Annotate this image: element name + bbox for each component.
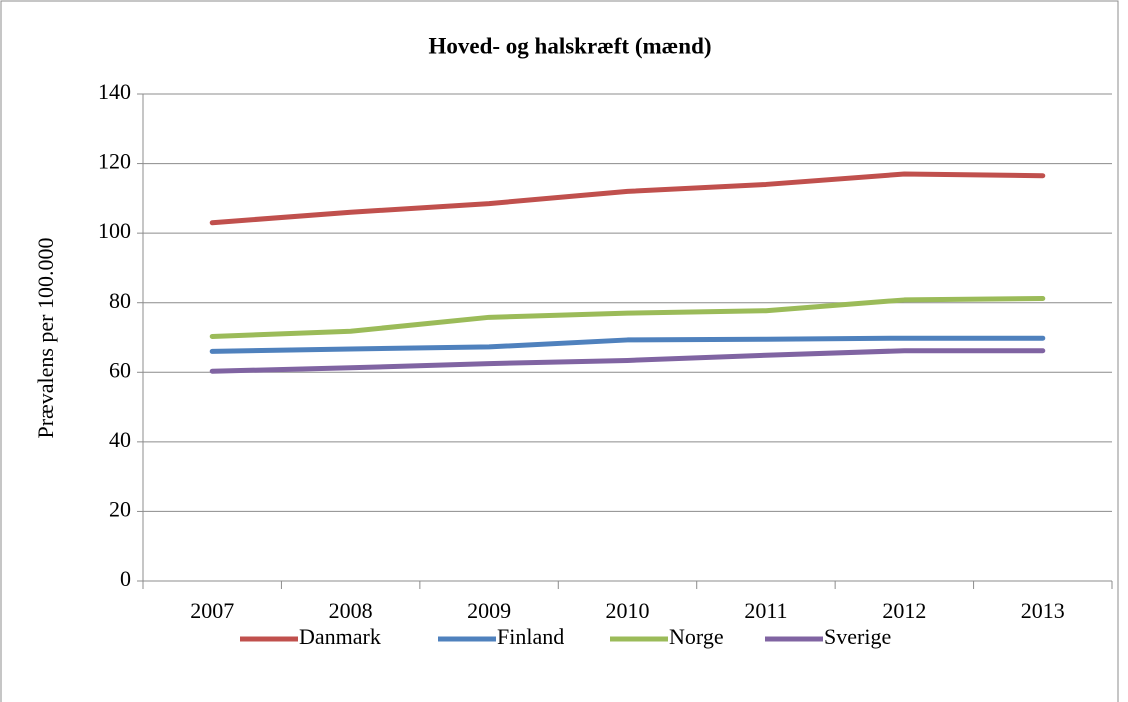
x-tick-label: 2012 <box>882 598 926 623</box>
x-tick-label: 2010 <box>606 598 650 623</box>
x-tick-label: 2008 <box>329 598 373 623</box>
y-axis-label: Prævalens per 100.000 <box>33 237 58 438</box>
x-tick-label: 2009 <box>467 598 511 623</box>
series-line <box>209 171 1046 226</box>
x-tick-label: 2007 <box>190 598 234 623</box>
x-tick-label: 2013 <box>1021 598 1065 623</box>
y-tick-label: 40 <box>109 427 131 452</box>
y-tick-label: 140 <box>98 79 131 104</box>
series-line <box>209 348 1046 374</box>
y-tick-label: 120 <box>98 149 131 174</box>
y-tick-label: 100 <box>98 218 131 243</box>
legend-label: Sverige <box>824 624 891 649</box>
y-tick-label: 80 <box>109 288 131 313</box>
chart-title: Hoved- og halskræft (mænd) <box>428 33 711 58</box>
y-tick-label: 20 <box>109 496 131 521</box>
y-tick-label: 60 <box>109 357 131 382</box>
legend-label: Danmark <box>299 624 381 649</box>
x-tick-label: 2011 <box>744 598 787 623</box>
legend-label: Norge <box>669 624 724 649</box>
series-line <box>209 296 1046 339</box>
y-tick-label: 0 <box>120 566 131 591</box>
series-line <box>209 335 1046 354</box>
legend-label: Finland <box>497 624 564 649</box>
